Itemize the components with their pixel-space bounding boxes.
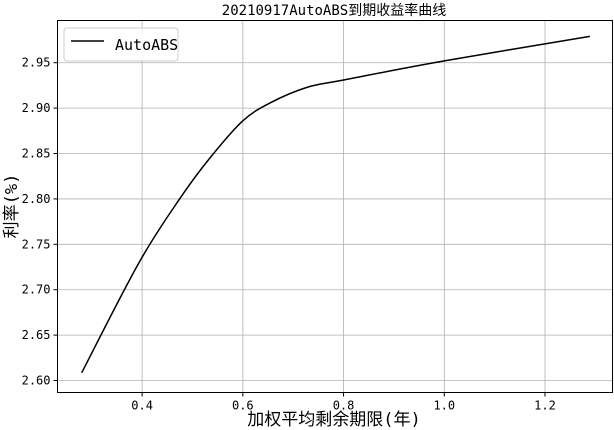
y-axis-label: 利率(%) bbox=[2, 174, 22, 239]
legend: AutoABS bbox=[63, 27, 179, 62]
series-line-autoabs bbox=[81, 35, 590, 374]
y-tick-label: 2.95 bbox=[22, 56, 51, 70]
y-tick-label: 2.60 bbox=[22, 374, 51, 388]
y-tick-label: 2.70 bbox=[22, 283, 51, 297]
x-tick-label: 0.4 bbox=[131, 399, 153, 413]
x-tick-label: 1.0 bbox=[433, 399, 455, 413]
x-tick-label: 1.2 bbox=[534, 399, 556, 413]
x-axis-label: 加权平均剩余期限(年) bbox=[247, 410, 420, 430]
legend-label-autoabs: AutoABS bbox=[115, 36, 178, 54]
y-tick-label: 2.75 bbox=[22, 237, 51, 251]
y-tick-label: 2.85 bbox=[22, 147, 51, 161]
y-tick-label: 2.90 bbox=[22, 101, 51, 115]
x-tick-label: 0.8 bbox=[333, 399, 355, 413]
legend-box bbox=[63, 27, 179, 62]
y-tick-label: 2.80 bbox=[22, 192, 51, 206]
ticks: 0.4 0.6 0.8 1.0 1.2 2.60 2.65 2.70 2.75 2.80 2.85 2… bbox=[22, 56, 556, 413]
series-layer bbox=[81, 35, 590, 374]
chart-title: 20210917AutoABS到期收益率曲线 bbox=[222, 2, 446, 19]
y-tick-label: 2.65 bbox=[22, 328, 51, 342]
x-tick-label: 0.6 bbox=[232, 399, 254, 413]
grid bbox=[57, 20, 613, 393]
plot-frame bbox=[57, 20, 613, 393]
